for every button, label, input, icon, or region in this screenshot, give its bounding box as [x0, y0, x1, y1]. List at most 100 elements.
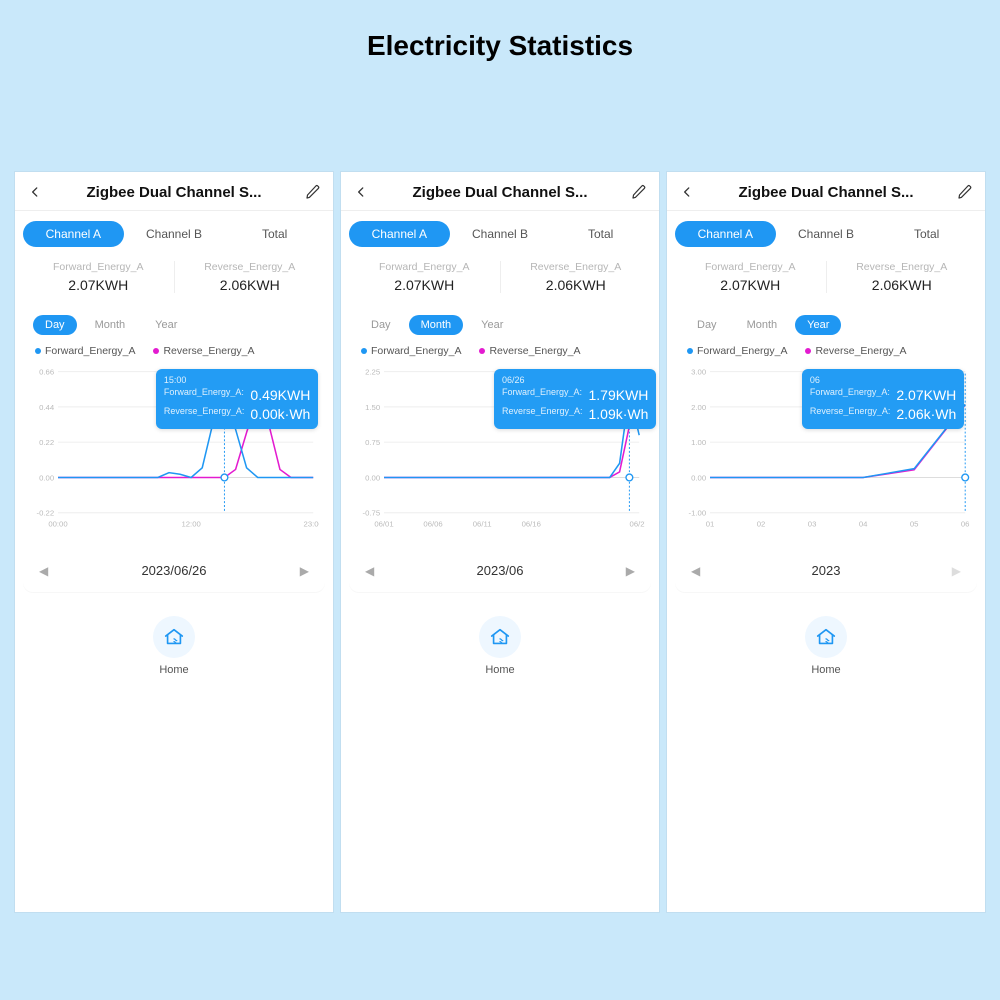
date-prev-icon[interactable]: ◀	[365, 564, 374, 578]
svg-text:23:00: 23:00	[304, 519, 319, 528]
chart[interactable]: -1.000.001.002.003.0001020304050606Forwa…	[675, 363, 977, 533]
chart-legend: Forward_Energy_A Reverse_Energy_A	[349, 341, 651, 363]
svg-text:06: 06	[961, 519, 970, 528]
page-title: Electricity Statistics	[0, 0, 1000, 62]
chart[interactable]: -0.22 0.00 0.22 0.44 0.66 00:00 12:00 23:00 15:0…	[23, 363, 325, 533]
date-navigator: ◀ 2023 ▶	[675, 549, 977, 592]
date-label: 2023/06	[477, 563, 524, 578]
svg-text:0.00: 0.00	[365, 473, 380, 482]
metric: Forward_Energy_A 2.07KWH	[23, 261, 174, 293]
period-tab[interactable]: Year	[143, 315, 189, 335]
svg-text:05: 05	[910, 519, 919, 528]
metric-label: Reverse_Energy_A	[827, 261, 978, 273]
chart-card: Day MonthYear Forward_Energy_AReverse_Ener…	[23, 307, 325, 533]
period-tab[interactable]: Year	[469, 315, 515, 335]
legend-item: Reverse_Energy_A	[805, 345, 906, 357]
back-icon[interactable]	[351, 182, 371, 202]
tooltip-time: 06/26	[502, 374, 648, 386]
edit-icon[interactable]	[955, 182, 975, 202]
svg-text:0.22: 0.22	[39, 438, 54, 447]
tooltip-value: 0.49KWH	[250, 386, 310, 405]
svg-text:06/27: 06/27	[630, 519, 645, 528]
metric-label: Reverse_Energy_A	[501, 261, 652, 273]
legend-item: Reverse_Energy_A	[153, 345, 254, 357]
chart-card: Day MonthYear Forward_Energy_A Reverse_Ener…	[349, 307, 651, 533]
svg-text:00:00: 00:00	[48, 519, 67, 528]
svg-text:02: 02	[757, 519, 766, 528]
channel-tab[interactable]: Total	[224, 221, 325, 247]
tooltip-time: 15:00	[164, 374, 310, 386]
svg-text:06/16: 06/16	[522, 519, 541, 528]
metric: Reverse_Energy_A 2.06KWH	[826, 261, 978, 293]
svg-text:06/01: 06/01	[374, 519, 393, 528]
channel-tab[interactable]: Channel B	[776, 221, 877, 247]
period-tab[interactable]: Month	[409, 315, 464, 335]
period-tab[interactable]: Year	[795, 315, 841, 335]
metric: Forward_Energy_A 2.07KWH	[675, 261, 826, 293]
back-icon[interactable]	[677, 182, 697, 202]
tooltip-label: Reverse_Energy_A:	[164, 405, 245, 424]
home-section: Home	[15, 616, 333, 676]
legend-item: Forward_Energy_A	[361, 345, 461, 357]
tooltip-value: 1.09k·Wh	[589, 405, 649, 424]
tooltip-label: Reverse_Energy_A:	[502, 405, 583, 424]
channel-tab[interactable]: Channel B	[124, 221, 225, 247]
metrics-row: Forward_Energy_A 2.07KWHReverse_Energy_A…	[15, 253, 333, 307]
svg-text:0.75: 0.75	[365, 438, 380, 447]
chart-card: DayMonthYearForward_Energy_AReverse_Ener…	[675, 307, 977, 533]
tooltip-label: Reverse_Energy_A:	[810, 405, 891, 424]
phone-screen: Zigbee Dual Channel S... Channel AChanne…	[341, 172, 659, 912]
edit-icon[interactable]	[303, 182, 323, 202]
channel-tabs: Channel AChannel BTotal	[667, 211, 985, 253]
date-next-icon[interactable]: ▶	[300, 564, 309, 578]
chart-tooltip: 06Forward_Energy_A: 2.07KWH Reverse_Energy…	[802, 369, 964, 429]
tooltip-time: 06	[810, 374, 956, 386]
chart[interactable]: -0.750.000.751.502.2506/0106/0606/1106/1…	[349, 363, 651, 533]
edit-icon[interactable]	[629, 182, 649, 202]
svg-text:0.44: 0.44	[39, 403, 55, 412]
svg-text:04: 04	[859, 519, 868, 528]
phones-container: Zigbee Dual Channel S... Channel AChanne…	[0, 172, 1000, 912]
metric-label: Forward_Energy_A	[23, 261, 174, 273]
home-icon[interactable]	[153, 616, 195, 658]
date-next-icon[interactable]: ▶	[626, 564, 635, 578]
chart-legend: Forward_Energy_AReverse_Energy_A	[23, 341, 325, 363]
channel-tab[interactable]: Channel A	[675, 221, 776, 247]
back-icon[interactable]	[25, 182, 45, 202]
home-icon[interactable]	[479, 616, 521, 658]
svg-text:0.66: 0.66	[39, 368, 54, 377]
home-label: Home	[485, 664, 514, 676]
period-tab[interactable]: Month	[83, 315, 138, 335]
phone-screen: Zigbee Dual Channel S... Channel AChanne…	[15, 172, 333, 912]
date-prev-icon[interactable]: ◀	[39, 564, 48, 578]
metric: Forward_Energy_A 2.07KWH	[349, 261, 500, 293]
period-tabs: Day MonthYear	[675, 307, 977, 341]
phone-screen: Zigbee Dual Channel S... Channel AChanne…	[667, 172, 985, 912]
channel-tab[interactable]: Channel B	[450, 221, 551, 247]
channel-tab[interactable]: Channel A	[23, 221, 124, 247]
metric-label: Forward_Energy_A	[349, 261, 500, 273]
period-tabs: Day MonthYear	[349, 307, 651, 341]
legend-item: Reverse_Energy_A	[479, 345, 580, 357]
period-tab[interactable]: Day	[685, 315, 729, 335]
date-prev-icon[interactable]: ◀	[691, 564, 700, 578]
period-tab[interactable]: Day	[33, 315, 77, 335]
tooltip-value: 2.06k·Wh	[896, 405, 956, 424]
tooltip-label: Forward_Energy_A:	[502, 386, 582, 405]
svg-text:12:00: 12:00	[181, 519, 200, 528]
channel-tab[interactable]: Total	[876, 221, 977, 247]
home-icon[interactable]	[805, 616, 847, 658]
period-tab[interactable]: Day	[359, 315, 403, 335]
svg-text:0.00: 0.00	[39, 473, 54, 482]
channel-tab[interactable]: Total	[550, 221, 651, 247]
tooltip-value: 2.07KWH	[896, 386, 956, 405]
metrics-row: Forward_Energy_A 2.07KWHReverse_Energy_A…	[667, 253, 985, 307]
tooltip-label: Forward_Energy_A:	[810, 386, 890, 405]
app-title: Zigbee Dual Channel S...	[738, 184, 913, 201]
svg-text:-0.22: -0.22	[37, 509, 55, 518]
svg-text:0.00: 0.00	[691, 473, 706, 482]
channel-tab[interactable]: Channel A	[349, 221, 450, 247]
period-tab[interactable]: Month	[735, 315, 790, 335]
metric-value: 2.06KWH	[827, 277, 978, 293]
metric: Reverse_Energy_A 2.06KWH	[500, 261, 652, 293]
